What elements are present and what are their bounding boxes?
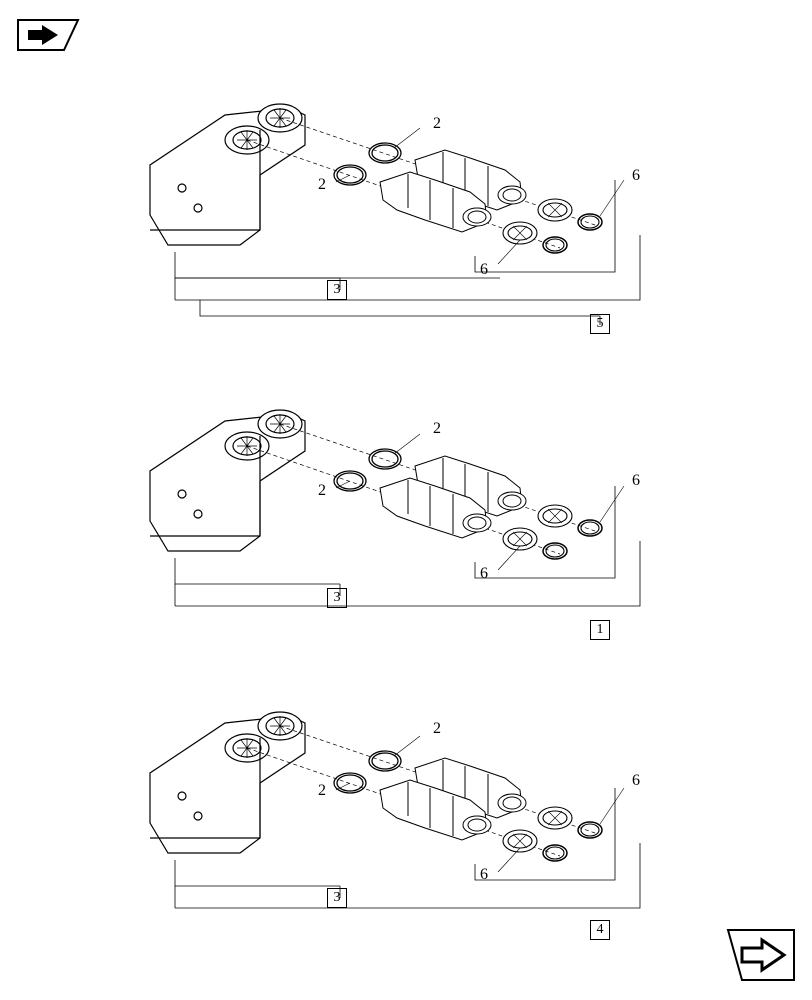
callout-2: 2 [318, 482, 326, 500]
callout-box-5: 5 [590, 314, 610, 334]
callout-2: 2 [433, 115, 441, 133]
bracket-body [150, 104, 305, 245]
callout-box-3: 3 [327, 588, 347, 608]
callout-box-4: 4 [590, 920, 610, 940]
callout-2: 2 [318, 176, 326, 194]
callout-2: 2 [318, 782, 326, 800]
callout-box-3: 3 [327, 888, 347, 908]
assembly-top [150, 104, 650, 325]
ringset-6-right [538, 199, 602, 230]
callout-6: 6 [480, 261, 488, 279]
assembly-mid [150, 410, 640, 606]
callout-2: 2 [433, 420, 441, 438]
callout-6: 6 [480, 866, 488, 884]
callout-box-3: 3 [327, 280, 347, 300]
callout-2: 2 [433, 720, 441, 738]
callout-6: 6 [632, 772, 640, 790]
diagram-canvas [0, 0, 812, 1000]
callout-box-1: 1 [590, 620, 610, 640]
callout-6: 6 [480, 565, 488, 583]
callout-6: 6 [632, 167, 640, 185]
assembly-bot [150, 712, 640, 908]
callout-6: 6 [632, 472, 640, 490]
